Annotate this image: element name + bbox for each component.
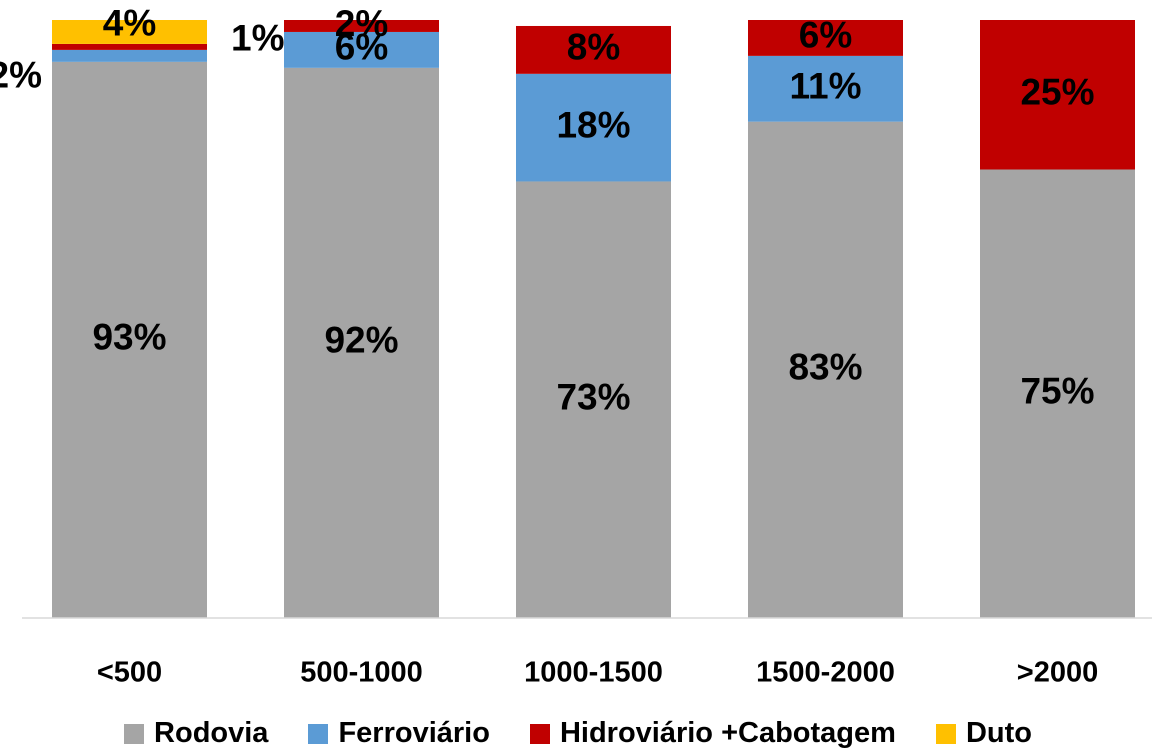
bar-hidroviario-cabotagem-4 [748, 20, 903, 56]
bar-rodovia-5 [980, 169, 1135, 618]
data-label-rodovia-2: 92% [324, 320, 398, 361]
legend-label-rodovia: Rodovia [154, 717, 269, 749]
category-label-5: >2000 [1017, 657, 1098, 689]
category-label-3: 1000-1500 [524, 657, 663, 689]
legend-label-ferroviario: Ferroviário [338, 717, 490, 749]
bar-rodovia-4 [748, 121, 903, 618]
data-label-ferroviario-2: 6% [335, 27, 388, 68]
bar-rodovia-2 [284, 67, 439, 619]
legend-swatch-rodovia [124, 723, 145, 744]
data-label-hidroviario-cabotagem-2: 2% [335, 3, 388, 44]
bar-ferroviario-4 [748, 55, 903, 122]
legend-item-hidroviario: Hidroviário +Cabotagem [529, 717, 896, 750]
data-label-rodovia-5: 75% [1020, 371, 1094, 412]
data-label-rodovia-4: 83% [788, 347, 862, 388]
data-label-rodovia-1: 93% [92, 317, 166, 358]
data-label-hidroviario-cabotagem-3: 8% [567, 27, 620, 68]
bar-rodovia-1 [52, 61, 207, 619]
category-label-1: <500 [97, 657, 162, 689]
data-label-ferroviario-1: 2% [0, 55, 42, 96]
bar-hidroviario-cabotagem-5 [980, 20, 1135, 170]
bar-hidroviario-cabotagem-2 [284, 20, 439, 32]
data-labels-layer: 93%2%1%4%92%6%2%73%18%8%83%11%6%75%25% [0, 3, 1095, 418]
category-label-4: 1500-2000 [756, 657, 895, 689]
legend: Rodovia Ferroviário Hidroviário +Cabotag… [0, 716, 1156, 751]
data-label-ferroviario-4: 11% [789, 66, 861, 107]
data-label-duto-1: 4% [103, 3, 156, 44]
stacked-bar-chart: 93%2%1%4%92%6%2%73%18%8%83%11%6%75%25% <… [0, 3, 1152, 689]
category-labels-layer: <500 500-1000 1000-1500 1500-2000 >2000 [97, 657, 1098, 689]
bar-ferroviario-3 [516, 73, 671, 182]
data-label-hidroviario-cabotagem-4: 6% [799, 15, 852, 56]
bar-rodovia-3 [516, 181, 671, 618]
data-label-ferroviario-3: 18% [556, 104, 630, 145]
category-label-2: 500-1000 [300, 657, 423, 689]
data-label-hidroviario-cabotagem-5: 25% [1020, 72, 1094, 113]
legend-swatch-hidroviario [529, 723, 550, 744]
legend-swatch-duto [935, 723, 956, 744]
legend-label-duto: Duto [965, 717, 1032, 749]
bar-duto-1 [52, 20, 207, 44]
legend-item-rodovia: Rodovia [124, 717, 268, 750]
bar-hidroviario-cabotagem-1 [52, 43, 207, 50]
bar-ferroviario-1 [52, 49, 207, 62]
legend-label-hidroviario: Hidroviário +Cabotagem [559, 717, 896, 749]
legend-swatch-ferroviario [308, 723, 329, 744]
data-label-rodovia-3: 73% [556, 377, 630, 418]
data-label-hidroviario-cabotagem-1: 1% [231, 18, 284, 59]
legend-item-ferroviario: Ferroviário [308, 717, 490, 750]
bar-ferroviario-2 [284, 31, 439, 68]
bars-layer [52, 20, 1135, 619]
bar-hidroviario-cabotagem-3 [516, 25, 671, 74]
legend-item-duto: Duto [935, 717, 1032, 750]
